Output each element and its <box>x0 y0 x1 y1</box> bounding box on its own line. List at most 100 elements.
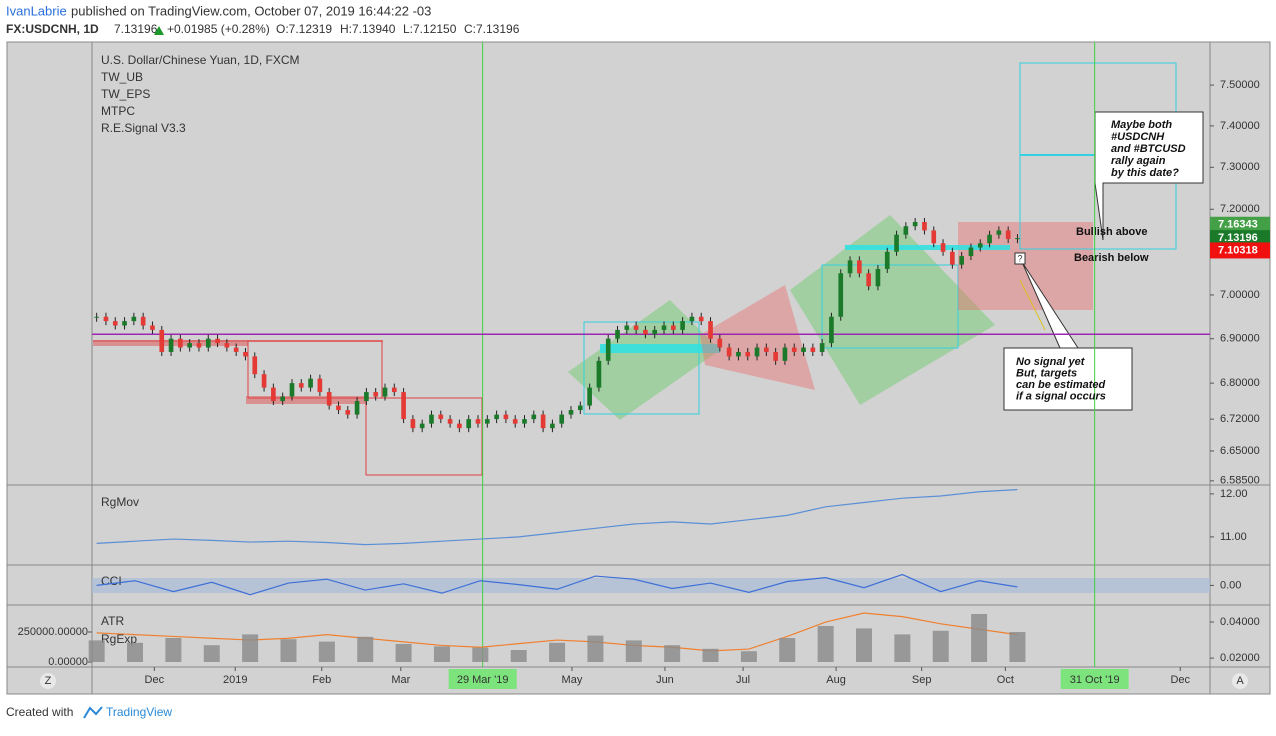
x-tick-label: Jul <box>736 674 750 686</box>
candle <box>866 273 871 287</box>
candle <box>819 343 825 352</box>
candle <box>745 351 751 357</box>
candle <box>605 338 611 361</box>
cci-band <box>92 578 1210 593</box>
x-tick-label: Sep <box>912 674 932 686</box>
volume-bar <box>127 642 144 663</box>
x-tick-label: Aug <box>826 674 846 686</box>
candle <box>829 316 834 344</box>
candle <box>103 316 109 322</box>
candle <box>140 316 146 326</box>
candle <box>680 321 685 330</box>
candle <box>643 329 648 335</box>
symbol: FX:USDCNH, 1D <box>6 22 99 36</box>
price-tag-label: 7.13196 <box>1218 232 1258 244</box>
volume-bar <box>894 634 911 662</box>
y-tick-label: 7.50000 <box>1220 79 1260 91</box>
candle <box>112 321 118 326</box>
volume-bar <box>203 645 220 662</box>
candle <box>224 343 230 348</box>
candle <box>652 329 658 335</box>
bubble2-line: But, targets <box>1016 367 1077 379</box>
candle <box>187 343 192 348</box>
volume-bar <box>472 647 489 663</box>
candle <box>708 321 713 339</box>
candle <box>884 251 890 269</box>
candle <box>447 419 453 424</box>
legend-item: R.E.Signal V3.3 <box>101 121 186 135</box>
bubble1-line: by this date? <box>1111 167 1179 179</box>
candle <box>233 347 239 352</box>
candle <box>940 243 946 252</box>
candle <box>122 321 127 326</box>
volume-bar <box>587 635 604 663</box>
y-tick-label: 7.20000 <box>1220 203 1260 215</box>
published: published on TradingView.com, October 07… <box>71 3 431 18</box>
candle <box>243 351 248 357</box>
volume-bar <box>242 634 259 662</box>
logo <box>83 706 103 719</box>
candle <box>689 316 695 322</box>
up-arrow <box>154 26 164 35</box>
candle <box>326 392 332 406</box>
candle <box>903 226 909 235</box>
candle <box>922 221 927 231</box>
pane-tick-label: 0.00000 <box>48 656 88 668</box>
author[interactable]: IvanLabrie <box>6 3 67 18</box>
x-tick-label: Jun <box>656 674 674 686</box>
price: 7.13196 <box>114 22 158 36</box>
candle <box>996 230 1002 235</box>
volume-bar <box>318 641 335 663</box>
change: +0.01985 (+0.28%) <box>167 22 270 36</box>
volume-bar <box>817 626 834 663</box>
price-tag <box>1210 242 1270 259</box>
zoom-btn[interactable] <box>40 673 56 689</box>
x-tick-label: Mar <box>391 674 410 686</box>
y-tick-label: 6.58500 <box>1220 475 1260 487</box>
footer-brand[interactable]: TradingView <box>106 705 172 719</box>
pane-tick-label: 0.02000 <box>1220 652 1260 664</box>
candle <box>968 247 974 257</box>
marker: ? <box>1017 253 1022 263</box>
y-tick-label: 6.90000 <box>1220 333 1260 345</box>
pane-title: CCI <box>101 574 122 588</box>
candle <box>215 338 220 344</box>
y-tick-label: 6.72000 <box>1220 413 1260 425</box>
candle <box>568 410 574 415</box>
x-tick-label: 29 Mar '19 <box>457 674 509 686</box>
auto-label[interactable]: A <box>1236 675 1244 687</box>
candle <box>1005 230 1011 239</box>
candle <box>791 347 797 352</box>
price-tag-label: 7.10318 <box>1218 244 1258 256</box>
auto-btn[interactable] <box>1232 673 1248 689</box>
bubble1-line: #USDCNH <box>1111 131 1165 143</box>
candle <box>670 325 676 330</box>
candle <box>857 260 862 274</box>
open: O:7.12319 <box>276 22 332 36</box>
zoom-label[interactable]: Z <box>45 675 52 687</box>
x-tick-label: Oct <box>997 674 1014 686</box>
pane-title: RgMov <box>101 495 139 509</box>
candle <box>540 414 546 429</box>
volume-bar <box>664 645 681 662</box>
candle <box>494 414 499 420</box>
candle <box>801 347 806 352</box>
candle <box>271 387 276 402</box>
candle <box>559 414 565 424</box>
candle <box>419 423 425 429</box>
legend-item: U.S. Dollar/Chinese Yuan, 1D, FXCM <box>101 53 300 67</box>
bubble2-line: No signal yet <box>1016 356 1086 368</box>
candle <box>354 401 360 415</box>
candle <box>168 338 174 352</box>
candle <box>131 316 137 322</box>
candle <box>698 316 704 322</box>
bubble2-line: can be estimated <box>1016 379 1106 391</box>
candle <box>587 387 592 406</box>
price-tag <box>1210 216 1270 233</box>
footer-created: Created with <box>6 705 73 719</box>
candle <box>782 347 788 361</box>
candle <box>736 351 741 357</box>
candle <box>624 325 630 330</box>
bubble1-line: rally again <box>1111 155 1166 167</box>
